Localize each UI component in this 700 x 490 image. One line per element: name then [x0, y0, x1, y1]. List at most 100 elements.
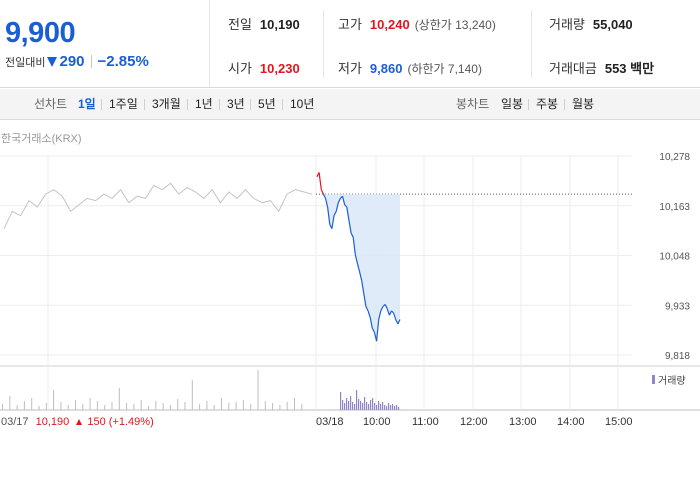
volume-bar: [372, 398, 374, 410]
y-tick-label: 10,278: [659, 152, 690, 163]
volume-legend: 거래량: [652, 372, 686, 387]
volume-bar: [350, 396, 352, 410]
volume-bar: [2, 404, 3, 410]
price-segment: [371, 327, 376, 333]
price-segment: [344, 204, 348, 208]
divider: [101, 99, 102, 110]
volume-bar: [60, 402, 62, 410]
volume-bar: [96, 401, 98, 410]
price-segment: [346, 206, 350, 221]
price-segment: [386, 308, 390, 316]
volume-bar: [89, 398, 91, 410]
price-segment: [393, 312, 397, 320]
price-chart: 10,278 10,163 10,048 9,933 9,818 한국거래소(KRX) …: [0, 121, 700, 490]
stat-high: 고가 10,240 (상한가 13,240): [338, 14, 496, 33]
period-5y[interactable]: 5년: [258, 97, 276, 111]
volume-bar: [352, 402, 354, 410]
price-segment: [352, 237, 356, 255]
x-label: 10:00: [363, 416, 391, 428]
volume-bar: [348, 401, 350, 410]
period-10y[interactable]: 10년: [290, 97, 315, 111]
volume-bar: [384, 405, 386, 410]
price-segment: [369, 317, 373, 329]
price-segment: [365, 306, 369, 312]
volume-bar: [286, 402, 288, 410]
volume-bar: [155, 401, 157, 410]
change-label: 전일대비: [5, 56, 46, 69]
volume-bar: [213, 405, 215, 410]
prev-close: 10,190: [35, 416, 70, 428]
volume-bar: [206, 401, 208, 410]
volume-bar: [242, 400, 244, 410]
volume-bar: [75, 400, 76, 410]
price-segment: [327, 206, 331, 225]
divider: [531, 10, 532, 78]
candle-chart-label: 봉차트: [456, 97, 490, 111]
volume-bar: [272, 403, 274, 410]
divider: [90, 55, 92, 68]
price-segment: [322, 193, 327, 199]
volume-bar: [126, 403, 128, 410]
price-segment: [361, 280, 365, 294]
price-segment: [397, 319, 401, 325]
divider: [187, 99, 188, 110]
price-segment: [380, 306, 384, 312]
volume-bar: [356, 390, 358, 410]
price-segment: [341, 196, 346, 206]
volume-bar: [23, 401, 25, 410]
chart-toolbar: 선차트 1일 1주일 3개월 1년 3년 5년 10년 봉차트 일봉 주봉 월봉: [0, 89, 700, 120]
volume-bar: [199, 404, 201, 410]
stat-value: 9,860: [369, 61, 403, 76]
volume-bar: [366, 402, 368, 410]
price-segment: [388, 310, 393, 316]
volume-bar: [392, 404, 394, 410]
volume-swatch: [652, 375, 655, 384]
volume-bar: [364, 397, 366, 410]
price-segment: [333, 211, 337, 216]
volume-bar: [358, 399, 360, 410]
volume-bars: [2, 370, 400, 410]
volume-bar: [344, 403, 346, 410]
stat-value: 10,190: [259, 17, 300, 32]
x-label: 11:00: [412, 416, 439, 428]
candle-weekly[interactable]: 주봉: [536, 97, 559, 111]
period-1y[interactable]: 1년: [195, 97, 213, 111]
volume-bar: [396, 405, 398, 410]
change-value: 290: [59, 53, 85, 70]
volume-bar: [45, 403, 47, 410]
candle-daily[interactable]: 일봉: [501, 97, 524, 111]
period-1d[interactable]: 1일: [78, 97, 96, 111]
volume-bar: [169, 405, 171, 410]
volume-bar: [386, 406, 388, 410]
stat-trade-value: 거래대금 553 백만: [549, 58, 654, 77]
divider: [528, 99, 529, 110]
price-segment: [320, 189, 324, 195]
prev-day-line: [3, 182, 313, 229]
stat-label: 전일: [228, 17, 252, 32]
volume-bar: [301, 404, 303, 410]
volume-bar: [398, 407, 400, 410]
y-tick-label: 10,048: [659, 252, 690, 263]
data-source: 한국거래소(KRX): [1, 133, 82, 145]
current-price: 9,900: [5, 17, 76, 49]
period-3y[interactable]: 3년: [227, 97, 245, 111]
change-row: 전일대비 290 −2.85%: [5, 53, 149, 70]
candle-monthly[interactable]: 월봉: [572, 97, 595, 111]
price-segment: [318, 172, 322, 190]
chart-canvas[interactable]: 10,278 10,163 10,048 9,933 9,818: [0, 121, 700, 490]
price-segment: [367, 310, 371, 318]
price-segment: [363, 293, 367, 307]
volume-bar: [378, 401, 380, 410]
x-label: 12:00: [460, 416, 488, 428]
stat-value: 10,240: [369, 17, 410, 32]
stat-label: 고가: [338, 17, 362, 32]
period-1w[interactable]: 1주일: [109, 97, 138, 111]
volume-bar: [162, 403, 164, 410]
y-tick-label: 10,163: [659, 202, 690, 213]
volume-bar: [228, 403, 230, 410]
y-tick-label: 9,818: [665, 351, 690, 362]
volume-bar: [235, 402, 237, 410]
volume-bar: [250, 404, 252, 410]
price-segment: [337, 198, 341, 203]
period-3m[interactable]: 3개월: [152, 97, 181, 111]
